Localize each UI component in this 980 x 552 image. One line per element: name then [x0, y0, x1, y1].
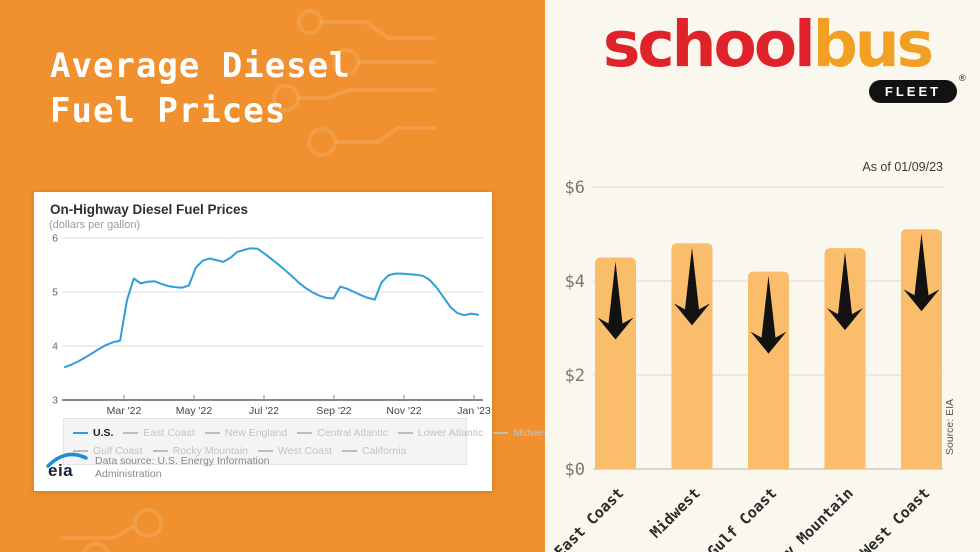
chart-legend: U.S. East Coast New England Central Atlanti… [63, 418, 552, 466]
fleet-badge: FLEET [869, 80, 957, 103]
y-axis-tick-label: 6 [52, 233, 58, 245]
schoolbus-fleet-logo: schoolbus [573, 11, 961, 78]
legend-item-west-coast[interactable]: West Coast [257, 443, 332, 459]
legend-dash-icon [73, 431, 88, 434]
price-down-arrow-icon [750, 275, 787, 354]
as-of-date-label: As of 01/09/23 [862, 160, 943, 174]
legend-item-east-coast[interactable]: East Coast [123, 425, 195, 441]
page-title: Average Diesel Fuel Prices [50, 46, 351, 131]
legend-item-central-atlantic[interactable]: Central Atlantic [297, 425, 388, 441]
logo-bus-text: bus [812, 8, 934, 81]
legend-item-gulf-coast[interactable]: Gulf Coast [73, 443, 143, 459]
y-axis-tick-label: 3 [52, 395, 58, 407]
x-axis-tick-label: Mar '22 [107, 405, 142, 417]
legend-row-2: Gulf Coast Rocky Mountain West Coast Califo… [73, 441, 457, 459]
y-axis-tick-label: $4 [565, 272, 585, 292]
y-axis-tick-label: $0 [565, 460, 585, 480]
bar-midwest [671, 243, 713, 469]
logo-school-text: school [602, 8, 816, 81]
chart-title: On-Highway Diesel Fuel Prices [50, 202, 249, 217]
legend-dash-icon [257, 450, 273, 453]
x-axis-tick-label: Jul '22 [249, 405, 279, 417]
legend-item-midwest[interactable]: Midwest [493, 425, 552, 441]
circuit-decoration-bottom [60, 508, 163, 552]
eia-chart-card: On-Highway Diesel Fuel Prices (dollars p… [34, 192, 552, 491]
legend-dash-icon [341, 450, 357, 453]
legend-label: Lower Atlantic [417, 426, 484, 439]
y-axis-tick-label: $6 [565, 178, 585, 198]
category-label: East Coast [551, 484, 628, 552]
left-panel: Average Diesel Fuel Prices On-Highway Die… [0, 0, 552, 552]
legend-row-1: U.S. East Coast New England Central Atlanti… [73, 423, 552, 441]
legend-dash-icon [73, 450, 88, 453]
legend-item-u-s-[interactable]: U.S. [73, 425, 113, 441]
eia-logo-text: eia [48, 461, 74, 480]
chart-units-label: (dollars per gallon) [49, 219, 141, 231]
x-axis-tick-label: Sep '22 [316, 405, 351, 417]
chart-footer: eia Data source: U.S. Energy Information… [46, 452, 270, 482]
price-down-arrow-icon [597, 261, 634, 340]
legend-item-lower-atlantic[interactable]: Lower Atlantic [397, 425, 484, 441]
legend-label: Central Atlantic [317, 426, 388, 439]
price-down-arrow-icon [674, 247, 710, 326]
bar-rocky-mountain [824, 248, 866, 469]
source-credit: Source: EIA [944, 399, 956, 455]
legend-dash-icon [204, 432, 220, 434]
legend-item-california[interactable]: California [341, 443, 407, 459]
legend-label: East Coast [143, 426, 195, 439]
legend-label: New England [224, 426, 288, 439]
right-panel: schoolbus FLEET ® As of 01/09/23 $0 $2 $4 $… [545, 0, 980, 552]
legend-label: West Coast [277, 445, 332, 458]
eia-logo: eia [46, 452, 88, 482]
x-axis-tick-label: Nov '22 [386, 405, 421, 417]
legend-dash-icon [397, 432, 413, 434]
legend-label: California [361, 445, 407, 458]
data-source-text: Data source: U.S. Energy Information Adm… [95, 455, 270, 481]
y-axis-tick-label: 4 [52, 341, 58, 353]
registered-trademark-icon: ® [959, 73, 966, 83]
category-label: West Coast [857, 484, 934, 552]
price-down-arrow-icon [903, 233, 940, 312]
legend-label: Midwest [513, 426, 552, 439]
legend-label: U.S. [93, 426, 114, 439]
y-axis-tick-label: $2 [565, 366, 585, 386]
line-series-us [64, 247, 479, 369]
y-axis-tick-label: 5 [52, 287, 58, 299]
legend-dash-icon [123, 432, 139, 434]
legend-dash-icon [493, 432, 509, 434]
legend-dash-icon [297, 432, 313, 434]
legend-item-new-england[interactable]: New England [204, 425, 288, 441]
x-axis-tick-label: May '22 [176, 405, 213, 417]
legend-item-rocky-mountain[interactable]: Rocky Mountain [152, 443, 248, 459]
bar-east-coast [595, 257, 636, 469]
x-axis-tick-label: Jan '23 [457, 405, 491, 417]
price-down-arrow-icon [827, 252, 863, 331]
bar-gulf-coast [748, 271, 789, 469]
bar-west-coast [901, 229, 942, 469]
category-label: Midwest [646, 484, 703, 541]
category-label: Gulf Coast [704, 484, 781, 552]
eia-logo-arc [46, 452, 88, 468]
line-chart: 6 5 4 3 Mar '22 May '22 Jul '22 Sep '22 Nov '22 J… [52, 233, 491, 418]
legend-dash-icon [152, 450, 168, 453]
legend-label: Gulf Coast [93, 445, 143, 458]
legend-label: Rocky Mountain [172, 445, 248, 458]
